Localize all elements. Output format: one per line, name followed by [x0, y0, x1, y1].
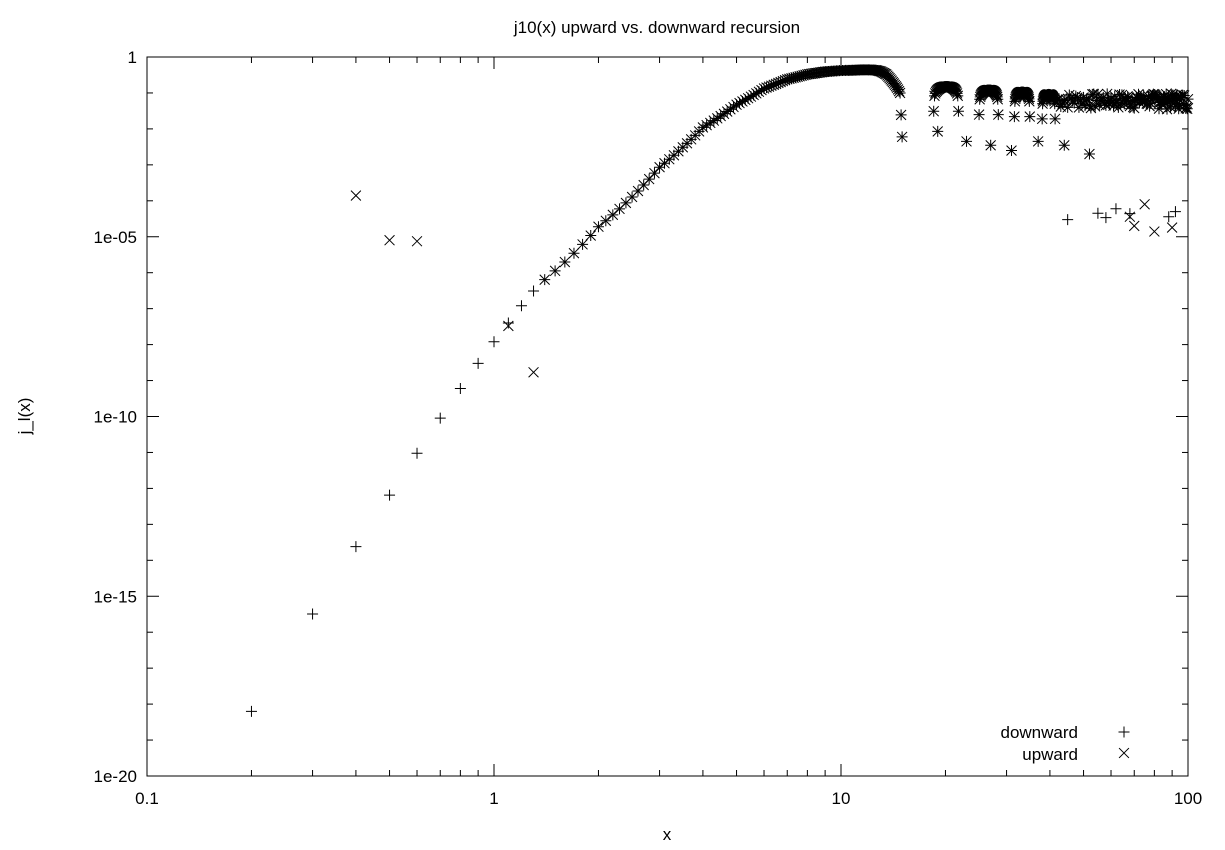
data-point-upward	[1128, 220, 1140, 232]
data-point-upward	[350, 190, 362, 201]
data-point-star	[932, 126, 944, 137]
data-point-downward	[307, 608, 319, 620]
legend-marker-downward	[1118, 726, 1130, 738]
data-point-star	[549, 265, 561, 277]
y-tick-label: 1e-15	[94, 587, 137, 606]
data-point-upward	[503, 320, 514, 332]
data-point-star	[607, 209, 619, 221]
data-point-star	[894, 87, 906, 99]
y-axis-label: j_l(x)	[15, 398, 34, 436]
data-point-downward	[384, 489, 396, 501]
data-point-downward	[1124, 208, 1136, 220]
data-point-downward	[245, 705, 257, 717]
data-point-star	[659, 157, 670, 169]
data-point-star	[951, 88, 963, 99]
data-point-star	[1181, 103, 1193, 115]
data-point-star	[893, 85, 905, 97]
y-tick-label: 1e-05	[94, 228, 137, 247]
data-point-star	[1058, 139, 1070, 151]
data-point-downward	[1062, 214, 1074, 226]
data-point-star	[895, 109, 907, 121]
data-point-star	[600, 215, 612, 227]
data-marks	[245, 64, 1194, 717]
data-point-star	[953, 105, 964, 117]
data-point-downward	[515, 300, 527, 312]
data-point-star	[896, 131, 908, 143]
data-point-star	[559, 256, 571, 268]
data-point-star	[1062, 102, 1073, 113]
data-point-star	[952, 90, 964, 102]
y-tick-label: 1	[128, 48, 137, 67]
x-axis-label: x	[663, 825, 672, 844]
data-point-downward	[350, 541, 362, 553]
data-point-star	[951, 86, 962, 98]
data-point-downward	[1110, 203, 1122, 215]
data-point-upward	[1149, 226, 1160, 237]
data-point-downward	[1092, 207, 1104, 219]
data-point-downward	[454, 383, 466, 395]
x-tick-label: 100	[1174, 789, 1202, 808]
y-tick-label: 1e-10	[94, 408, 137, 427]
data-point-downward	[1100, 212, 1112, 224]
data-point-downward	[528, 285, 540, 297]
x-tick-label: 1	[489, 789, 498, 808]
data-point-upward	[528, 366, 539, 378]
data-point-star	[1049, 113, 1061, 125]
legend-label-downward: downward	[1001, 723, 1079, 742]
data-point-upward	[1139, 198, 1150, 210]
data-point-upward	[1166, 222, 1178, 233]
data-point-downward	[502, 317, 514, 329]
y-tick-label: 1e-20	[94, 767, 137, 786]
data-point-star	[1144, 100, 1155, 112]
legend: downward upward	[1001, 723, 1130, 764]
legend-label-upward: upward	[1022, 745, 1078, 764]
data-point-upward	[411, 235, 423, 247]
legend-marker-upward	[1118, 747, 1130, 759]
data-point-star	[992, 109, 1004, 120]
x-tick-label: 0.1	[135, 789, 159, 808]
data-point-star	[1182, 93, 1194, 105]
data-point-star	[1006, 145, 1017, 156]
data-point-star	[1024, 96, 1035, 107]
data-point-downward	[472, 357, 484, 369]
data-point-star	[991, 91, 1003, 103]
data-point-upward	[1124, 211, 1136, 223]
data-point-star	[992, 93, 1004, 105]
data-point-star	[539, 274, 551, 285]
data-point-star	[568, 247, 580, 259]
axis-tick-labels: 0.1 1 10 100 1e-20 1e-15 1e-10 1e-05 1	[94, 48, 1203, 808]
chart-title: j10(x) upward vs. downward recursion	[513, 18, 800, 37]
data-point-star	[1036, 113, 1048, 125]
axis-ticks	[146, 56, 1189, 777]
data-point-star	[1009, 111, 1020, 122]
data-point-star	[779, 74, 791, 86]
data-point-star	[1101, 88, 1113, 100]
data-point-star	[928, 105, 940, 117]
data-point-star	[585, 230, 597, 241]
data-point-star	[1084, 148, 1095, 160]
data-point-upward	[384, 234, 395, 246]
data-point-star	[1024, 111, 1036, 122]
data-point-downward	[411, 447, 423, 459]
plot-frame	[146, 56, 1189, 777]
data-point-star	[654, 161, 665, 173]
data-point-downward	[1163, 211, 1175, 223]
data-point-downward	[434, 412, 446, 424]
data-point-downward	[488, 336, 500, 348]
data-point-star	[649, 167, 660, 179]
data-point-star	[961, 136, 972, 147]
data-point-star	[593, 221, 604, 233]
data-point-downward	[1169, 206, 1181, 218]
data-point-star	[1032, 136, 1044, 147]
data-point-star	[985, 139, 996, 151]
data-point-star	[991, 90, 1003, 101]
data-point-star	[973, 109, 985, 120]
data-point-star	[577, 239, 588, 250]
x-tick-label: 10	[832, 789, 851, 808]
